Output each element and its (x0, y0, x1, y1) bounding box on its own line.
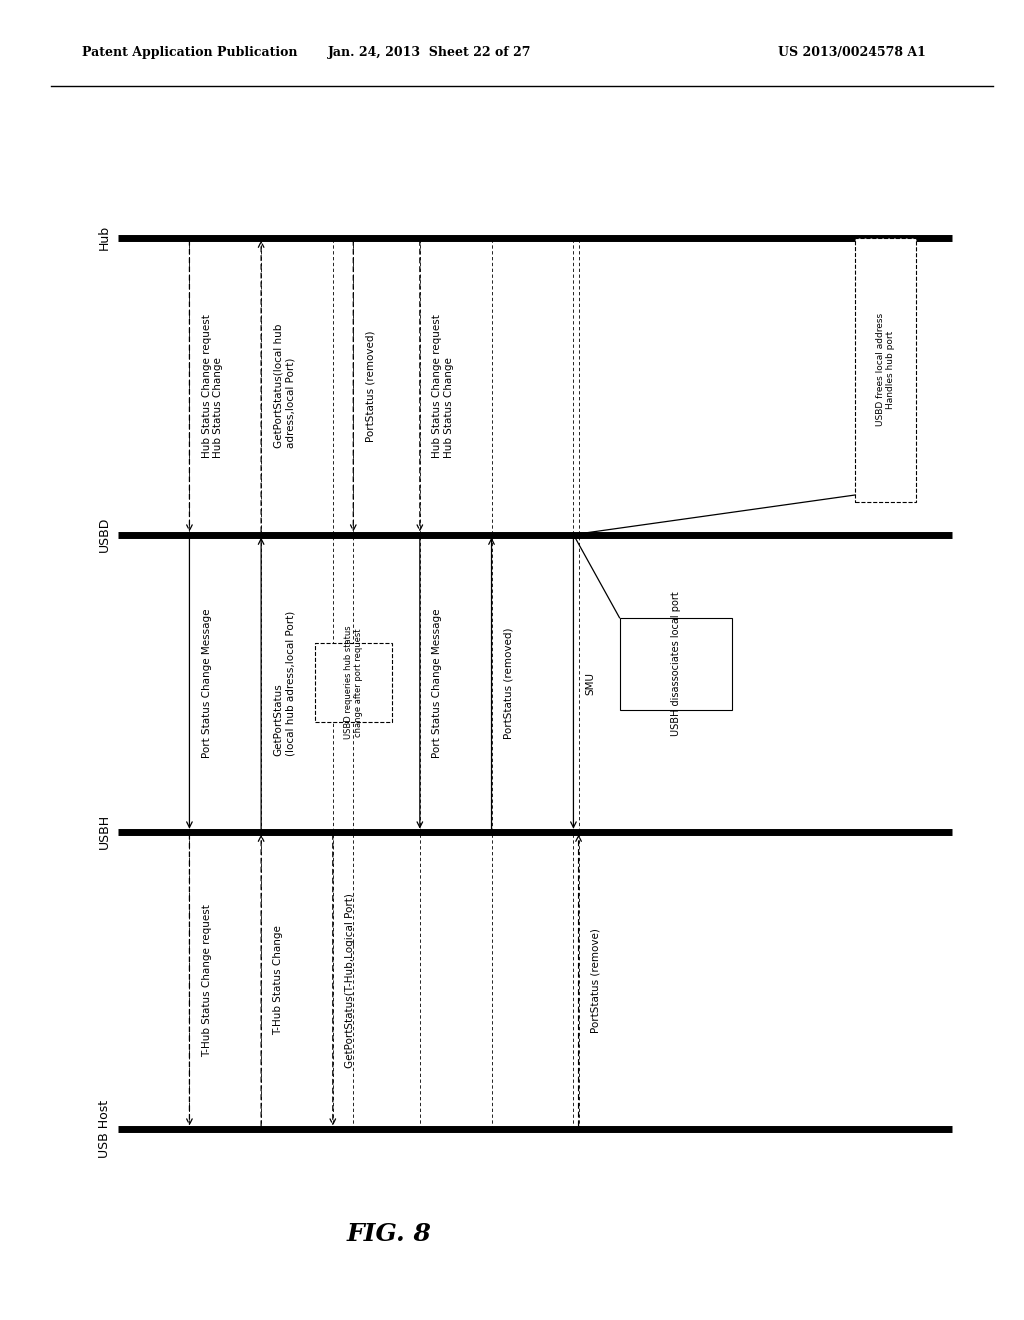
Text: USBH: USBH (97, 814, 111, 849)
Text: Jan. 24, 2013  Sheet 22 of 27: Jan. 24, 2013 Sheet 22 of 27 (329, 46, 531, 59)
Text: T-Hub Status Change request: T-Hub Status Change request (202, 904, 212, 1056)
Text: Hub Status Change request
Hub Status Change: Hub Status Change request Hub Status Cha… (432, 314, 454, 458)
Text: USBD frees local address
Handles hub port: USBD frees local address Handles hub por… (877, 313, 895, 426)
Bar (855, 238, 916, 502)
Text: USBD requeries hub status
change after port request: USBD requeries hub status change after p… (344, 626, 362, 739)
Text: FIG. 8: FIG. 8 (347, 1222, 431, 1246)
Text: Hub: Hub (97, 224, 111, 251)
Text: GetPortStatus(T-Hub,Logical Port): GetPortStatus(T-Hub,Logical Port) (345, 892, 355, 1068)
Bar (620, 618, 732, 710)
Text: PortStatus (removed): PortStatus (removed) (504, 627, 514, 739)
Text: Port Status Change Message: Port Status Change Message (432, 609, 442, 758)
Text: GetPortStatus(local hub
adress,local Port): GetPortStatus(local hub adress,local Por… (273, 323, 295, 449)
Bar (315, 643, 391, 722)
Text: SMU: SMU (586, 672, 596, 694)
Text: Port Status Change Message: Port Status Change Message (202, 609, 212, 758)
Text: GetPortStatus
(local hub adress,local Port): GetPortStatus (local hub adress,local Po… (273, 610, 295, 756)
Text: PortStatus (removed): PortStatus (removed) (366, 330, 376, 442)
Text: USB Host: USB Host (97, 1100, 111, 1158)
Text: Patent Application Publication: Patent Application Publication (82, 46, 297, 59)
Text: T-Hub Status Change: T-Hub Status Change (273, 925, 284, 1035)
Text: USBD: USBD (97, 517, 111, 552)
Text: USBH disassociates local port: USBH disassociates local port (671, 591, 681, 737)
Text: US 2013/0024578 A1: US 2013/0024578 A1 (778, 46, 926, 59)
Text: Hub Status Change request
Hub Status Change: Hub Status Change request Hub Status Cha… (202, 314, 223, 458)
Text: PortStatus (remove): PortStatus (remove) (591, 928, 601, 1032)
